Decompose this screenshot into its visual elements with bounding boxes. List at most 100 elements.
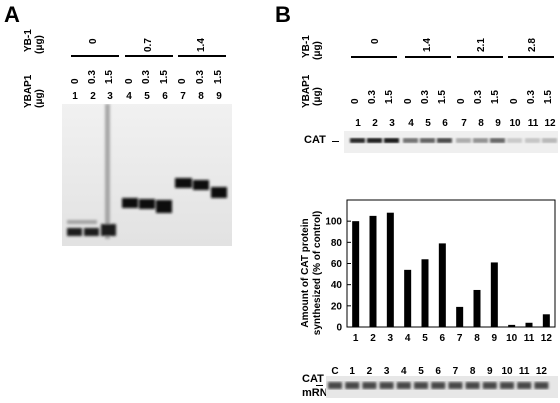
bar-lane-8 [473,289,481,327]
panel-b-lane-11: 11 [527,118,539,129]
panel-b-group-line-3 [457,56,503,58]
x-tick-label-3: 3 [388,333,394,343]
bar-lane-4 [404,269,412,327]
panel-a-group-line-3 [178,55,226,57]
cat-protein-band-12 [542,138,557,143]
panel-b-dose-8: 0.3 [473,90,484,104]
bar-lane-9 [490,262,498,327]
mrna-band-3 [379,382,394,389]
panel-a-ybap1-label: YBAP1 [23,74,34,108]
panel-b-lane-9: 9 [495,118,501,129]
mrna-band-5 [414,382,428,389]
bar-lane-1 [352,221,360,327]
panel-a-group-line-1 [71,55,119,57]
bar-lane-7 [456,306,464,327]
cat-protein-band-3 [384,138,399,143]
panel-b-mrna-label-1: CAT [302,373,324,385]
panel-b-lane-1: 1 [355,118,361,129]
panel-b-dose-5: 0.3 [420,90,431,104]
mrna-lane-6: 6 [435,366,441,377]
cat-protein-band-7 [456,138,471,143]
panel-b-lane-number-row: 1 2 3 4 5 6 7 8 9 10 11 12 [0,118,560,130]
y-tick-label-0: 0 [336,323,342,334]
cat-protein-band-11 [525,138,540,143]
panel-b-mrna-marker [316,385,323,386]
panel-b-dose-10: 0 [509,98,520,104]
panel-a-dose-5: 0.3 [141,70,152,84]
panel-b-cat-marker [332,141,339,142]
x-tick-label-11: 11 [524,333,535,343]
panel-b-yb1-group-3: 2.1 [476,38,487,52]
panel-b-cat-protein-blot [344,131,558,153]
panel-b-lane-6: 6 [442,118,448,129]
panel-a-lane-8: 8 [198,91,204,102]
panel-b-dose-2: 0.3 [367,90,378,104]
panel-a-gel-image [62,104,232,246]
mrna-band-9 [482,382,497,389]
x-tick-label-10: 10 [506,333,518,343]
panel-a-ybap1-unit: (μg) [34,89,45,108]
y-tick-label-80: 80 [331,238,343,249]
panel-b-dose-12: 1.5 [543,90,554,104]
mrna-band-12 [534,382,549,389]
panel-a-group-line-2 [125,55,173,57]
x-tick-label-9: 9 [492,333,498,343]
x-tick-label-6: 6 [440,333,446,343]
panel-a-label: A [4,2,20,27]
mrna-band-C [328,382,342,389]
x-tick-label-1: 1 [353,333,359,343]
bar-lane-10 [508,324,516,327]
bar-lane-5 [421,259,429,327]
bar-lane-3 [386,212,394,327]
panel-b-lane-10: 10 [509,118,521,129]
y-tick-label-100: 100 [325,217,342,228]
panel-a-dose-4: 0 [124,78,135,84]
panel-a-dose-7: 0 [177,78,188,84]
y-tick-label-40: 40 [331,280,343,291]
cat-protein-band-2 [367,138,382,143]
panel-b-lane-8: 8 [478,118,484,129]
cat-protein-band-9 [490,138,505,143]
mrna-lane-7: 7 [452,366,459,377]
panel-a-dose-9: 1.5 [213,70,224,84]
panel-b-cat-label: CAT [304,134,326,146]
mrna-band-7 [448,382,463,389]
panel-b-group-line-1 [351,56,397,58]
mrna-lane-11: 11 [518,366,530,377]
x-tick-label-12: 12 [541,333,553,343]
panel-b-group-line-2 [405,56,451,58]
panel-a-dose-3: 1.5 [104,70,115,84]
panel-b-yb1-group-2: 1.4 [422,38,433,52]
bar-lane-12 [542,314,550,327]
cat-protein-band-8 [473,138,488,143]
panel-a-dose-6: 1.5 [159,70,170,84]
x-tick-label-8: 8 [474,333,480,343]
bar-lane-6 [438,243,446,327]
cat-protein-band-4 [403,138,418,143]
panel-b-yb1-group-4: 2.8 [527,38,538,52]
mrna-lane-8: 8 [469,366,476,377]
panel-b-mrna-label-2: mRNA [302,387,336,399]
mrna-band-1 [345,382,360,389]
panel-a-lane-1: 1 [72,91,78,102]
panel-b-dose-1: 0 [350,98,361,104]
panel-a-lane-5: 5 [144,91,150,102]
cat-protein-bar-chart: Amount of CAT protein synthesized (% of … [300,199,556,343]
mrna-band-10 [500,382,514,389]
mrna-lane-2: 2 [366,366,373,377]
x-tick-label-4: 4 [405,333,411,343]
chart-ylabel-line-1: Amount of CAT protein [300,218,311,327]
cat-protein-band-1 [350,138,365,143]
panel-b-yb1-group-1: 0 [370,38,381,44]
panel-b-lane-3: 3 [389,118,395,129]
panel-b-yb1-unit: (μg) [312,41,323,60]
panel-a-dose-1: 0 [70,78,81,84]
panel-a-dose-2: 0.3 [87,70,98,84]
panel-b-lane-2: 2 [372,118,378,129]
panel-a-lane-6: 6 [162,91,168,102]
panel-b-ybap1-unit: (μg) [312,87,323,106]
mrna-band-4 [396,382,411,389]
mrna-lane-4: 4 [401,366,407,377]
panel-b-group-line-4 [508,56,554,58]
x-tick-label-7: 7 [457,333,463,343]
